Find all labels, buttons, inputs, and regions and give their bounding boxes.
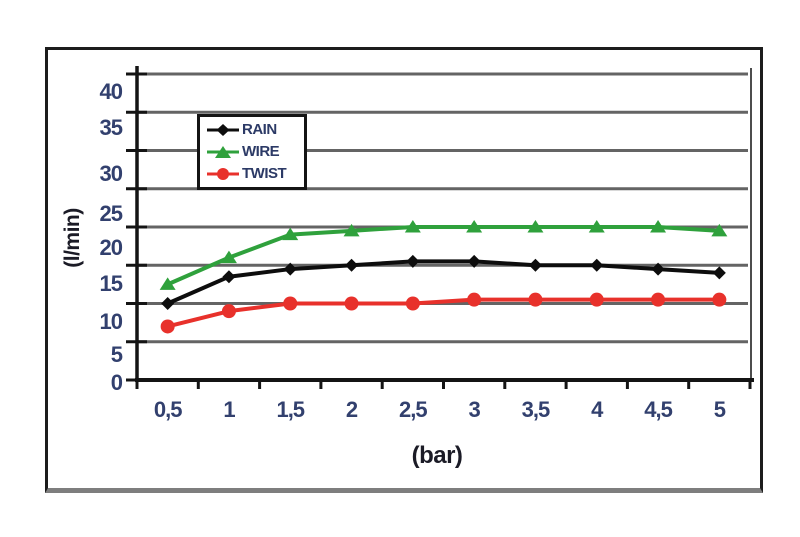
y-tick-label: 5 <box>110 341 123 367</box>
x-tick-label: 3 <box>468 397 481 422</box>
x-tick-label: 2 <box>345 397 358 422</box>
y-tick-label: 10 <box>99 308 123 334</box>
x-tick-label: 1,5 <box>276 397 305 422</box>
y-tick-label: 35 <box>99 115 123 141</box>
x-axis-title: (bar) <box>411 442 463 469</box>
x-tick-label: 1 <box>223 397 235 422</box>
rain-diamond-marker-icon <box>207 124 239 136</box>
x-tick-label: 3,5 <box>521 397 551 422</box>
x-tick-label: 2,5 <box>399 397 428 422</box>
legend-entry-rain: RAIN <box>206 120 304 140</box>
twist-circle-marker-icon <box>207 168 239 180</box>
x-tick-label: 0,5 <box>153 397 183 422</box>
y-tick-label: 20 <box>99 235 123 260</box>
legend: RAIN WIRE TWIST <box>197 114 307 190</box>
legend-entry-twist: TWIST <box>206 164 304 184</box>
y-tick-label: 40 <box>99 79 123 104</box>
wire-triangle-marker-icon <box>207 146 239 158</box>
y-tick-label: 25 <box>99 200 123 226</box>
y-tick-label: 15 <box>99 271 123 297</box>
legend-label-twist: TWIST <box>242 165 287 182</box>
legend-label-wire: WIRE <box>242 143 280 160</box>
legend-label-rain: RAIN <box>242 121 277 138</box>
x-tick-label: 4,5 <box>644 397 673 422</box>
y-tick-label: 0 <box>110 370 123 395</box>
y-tick-label: 30 <box>99 160 123 186</box>
x-tick-label: 5 <box>713 397 726 422</box>
x-tick-label: 4 <box>591 397 603 422</box>
legend-entry-wire: WIRE <box>206 142 304 162</box>
